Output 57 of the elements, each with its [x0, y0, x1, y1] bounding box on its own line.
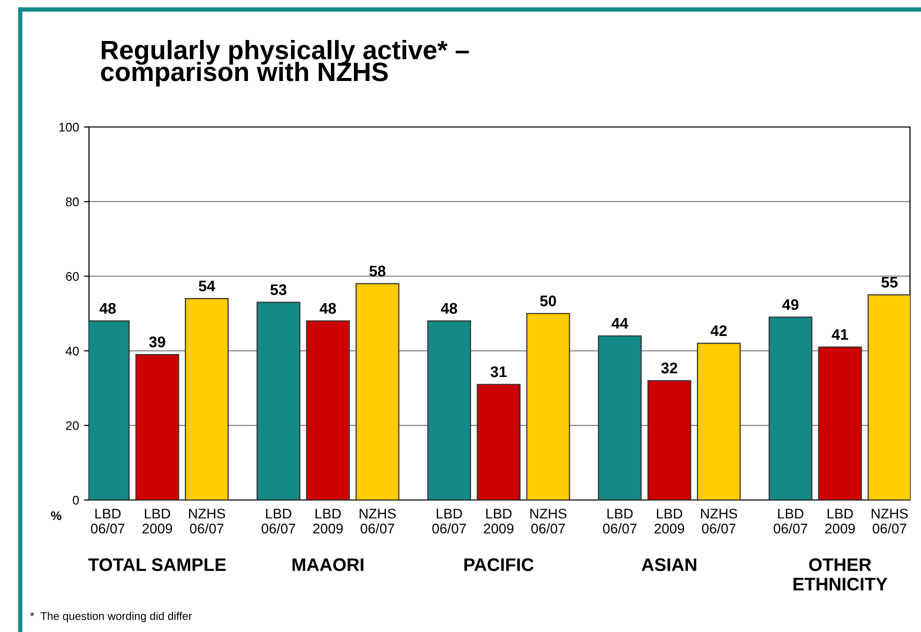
data-label: 50: [540, 295, 556, 306]
data-label: 48: [320, 302, 336, 314]
text: NZHS 06/07: [701, 508, 738, 534]
bar: [696, 342, 741, 500]
data-label: 44: [612, 318, 628, 329]
chart-title: Regularly physically active* – comparison with NZHS: [101, 40, 469, 86]
data-label: 55: [881, 277, 898, 288]
text: * The question wording did differ: [30, 612, 192, 622]
data-label: 48: [440, 302, 458, 314]
data-label: 58: [369, 266, 386, 276]
y-tick-label: 20: [66, 421, 79, 430]
y-tick-label: 80: [66, 197, 79, 206]
bar: [818, 346, 862, 500]
data-label: 39: [149, 336, 166, 348]
bar: [427, 320, 472, 500]
text: LBD 06/07: [262, 508, 296, 534]
text: LBD 06/07: [432, 508, 466, 534]
text: NZHS 06/07: [530, 508, 566, 534]
text: NZHS 06/07: [360, 508, 396, 534]
bar: [526, 312, 570, 500]
data-label: 54: [198, 280, 216, 292]
text: LBD 06/07: [774, 508, 808, 534]
bar: [768, 316, 812, 500]
x-tick-label: MAAORI: [292, 558, 364, 572]
data-label: 53: [270, 284, 286, 296]
bar: [306, 320, 350, 500]
bar: [184, 298, 229, 500]
y-tick-label: 100: [59, 122, 79, 132]
text: LBD 2009: [313, 508, 343, 534]
y-tick-label: 40: [66, 346, 79, 356]
text: NZHS 06/07: [872, 508, 908, 534]
data-label: 42: [710, 325, 727, 336]
data-label: 48: [100, 302, 116, 314]
y-axis-title: %: [50, 511, 62, 520]
series-label: NZHS 06/07: [189, 508, 226, 534]
y-tick-label: 0: [72, 496, 79, 505]
series-label: LBD 2009: [142, 508, 172, 534]
data-label: 31: [490, 366, 507, 378]
data-label: 32: [661, 362, 678, 374]
x-tick-label: PACIFIC: [464, 558, 534, 572]
x-tick-label: ASIAN: [642, 558, 696, 572]
series-label: LBD 06/07: [90, 508, 124, 534]
bar: [356, 283, 400, 500]
data-label: 49: [782, 299, 798, 310]
text: LBD 2009: [825, 508, 855, 534]
x-tick-label: TOTAL SAMPLE: [88, 558, 226, 572]
text: LBD 2009: [654, 508, 684, 534]
x-tick-label: OTHER ETHNICITY: [794, 558, 888, 591]
bar: [476, 384, 521, 500]
y-tick-label: 60: [66, 272, 79, 281]
text: LBD 2009: [484, 508, 514, 534]
text: LBD 06/07: [603, 508, 637, 534]
bar: [647, 380, 692, 500]
bar: [256, 302, 300, 500]
bar: [598, 335, 642, 500]
bar: [135, 354, 180, 500]
data-label: 41: [832, 329, 848, 340]
